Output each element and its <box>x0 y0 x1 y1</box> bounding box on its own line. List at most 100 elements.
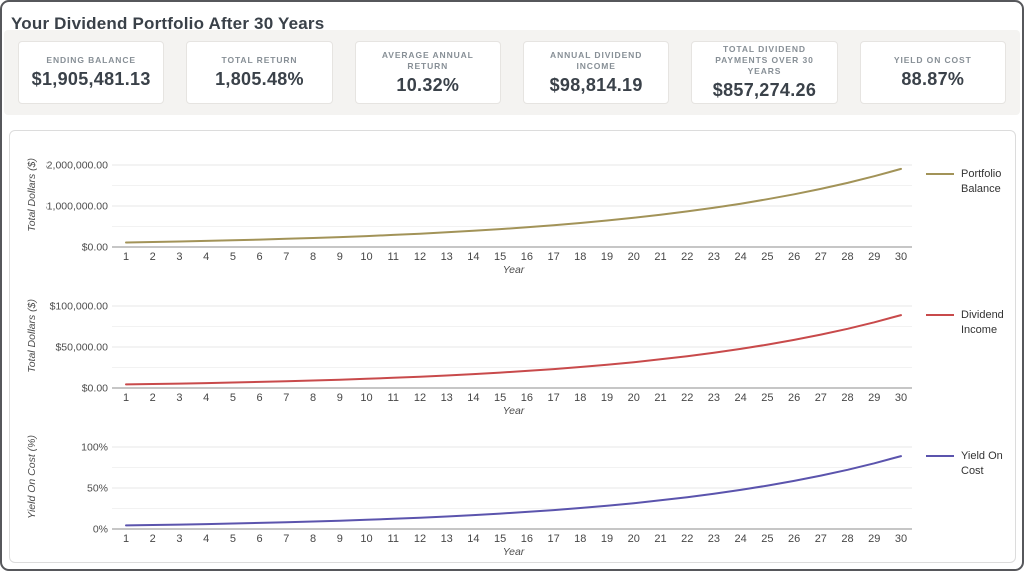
page-title: Your Dividend Portfolio After 30 Years <box>11 14 325 34</box>
svg-text:2: 2 <box>150 251 156 263</box>
svg-text:$2,000,000.00: $2,000,000.00 <box>46 160 108 172</box>
svg-text:11: 11 <box>388 533 399 545</box>
stat-value: $1,905,481.13 <box>31 69 151 89</box>
svg-text:13: 13 <box>441 251 453 263</box>
svg-text:21: 21 <box>654 392 666 404</box>
yield-on-cost-chart: 100%50%0%1 2 3 4 5 6 7 8 9 10 11 12 13 14 15 16 17 18 19 20… <box>81 442 912 558</box>
svg-text:20: 20 <box>628 251 640 263</box>
svg-text:13: 13 <box>441 533 453 545</box>
svg-text:5: 5 <box>230 392 236 404</box>
svg-text:22: 22 <box>681 392 693 404</box>
svg-text:$50,000.00: $50,000.00 <box>55 342 108 354</box>
svg-text:9: 9 <box>337 533 343 545</box>
svg-text:21: 21 <box>654 251 666 263</box>
svg-text:30: 30 <box>895 251 907 263</box>
svg-text:17: 17 <box>547 251 559 263</box>
svg-text:14: 14 <box>467 392 479 404</box>
svg-text:17: 17 <box>547 533 559 545</box>
svg-text:10: 10 <box>360 251 372 263</box>
legend-line-swatch <box>926 314 954 316</box>
legend-dividend-income[interactable]: Dividend Income <box>926 282 1014 418</box>
legend-line-swatch <box>926 173 954 175</box>
svg-text:22: 22 <box>681 533 693 545</box>
stat-label: TOTAL DIVIDEND PAYMENTS OVER 30 YEARS <box>715 44 814 76</box>
svg-text:17: 17 <box>547 392 559 404</box>
y-axis-title: Yield On Cost (%) <box>26 435 38 519</box>
svg-text:25: 25 <box>761 251 773 263</box>
svg-text:Year: Year <box>503 264 525 276</box>
svg-text:3: 3 <box>176 533 182 545</box>
stat-label: AVERAGE ANNUAL RETURN <box>381 49 474 71</box>
y-axis-title: Total Dollars ($) <box>26 299 38 373</box>
svg-text:18: 18 <box>574 533 586 545</box>
svg-text:19: 19 <box>601 392 613 404</box>
svg-text:5: 5 <box>230 251 236 263</box>
svg-text:7: 7 <box>283 392 289 404</box>
stat-value: 1,805.48% <box>215 69 304 89</box>
svg-text:2: 2 <box>150 533 156 545</box>
svg-text:15: 15 <box>494 251 506 263</box>
svg-text:1: 1 <box>123 392 129 404</box>
svg-text:9: 9 <box>337 392 343 404</box>
svg-text:0%: 0% <box>93 524 108 536</box>
svg-text:12: 12 <box>414 251 426 263</box>
svg-text:29: 29 <box>868 533 880 545</box>
svg-text:4: 4 <box>203 251 209 263</box>
legend-label: Yield On Cost <box>961 450 1003 477</box>
stat-card-annual-dividend-income: ANNUAL DIVIDEND INCOME $98,814.19 <box>522 41 670 104</box>
svg-text:6: 6 <box>257 251 263 263</box>
svg-text:2: 2 <box>150 392 156 404</box>
svg-text:29: 29 <box>868 251 880 263</box>
svg-text:27: 27 <box>815 392 827 404</box>
svg-text:23: 23 <box>708 533 720 545</box>
stat-value: 88.87% <box>901 69 965 89</box>
svg-text:26: 26 <box>788 533 800 545</box>
portfolio-balance-chart: $2,000,000.00$1,000,000.00$0.001 2 3 4 5 6 7 8 9… <box>46 160 912 276</box>
svg-text:4: 4 <box>203 533 209 545</box>
svg-text:30: 30 <box>895 392 907 404</box>
legend-label: Portfolio Balance <box>961 168 1002 195</box>
svg-text:16: 16 <box>521 392 533 404</box>
svg-text:26: 26 <box>788 392 800 404</box>
svg-text:28: 28 <box>841 533 853 545</box>
svg-text:19: 19 <box>601 533 613 545</box>
svg-text:18: 18 <box>574 251 586 263</box>
svg-text:6: 6 <box>257 392 263 404</box>
svg-text:23: 23 <box>708 392 720 404</box>
svg-text:11: 11 <box>388 392 399 404</box>
chart-yield-on-cost: Yield On Cost (%) 100% 50% 0% 1 2 3 4 5 6 7 8 9 10 11… <box>18 423 1015 559</box>
stat-value: 10.32% <box>396 74 460 95</box>
svg-text:12: 12 <box>414 392 426 404</box>
svg-text:1: 1 <box>123 533 129 545</box>
legend-portfolio-balance[interactable]: Portfolio Balance <box>926 141 1014 277</box>
svg-text:25: 25 <box>761 392 773 404</box>
svg-text:Year: Year <box>503 546 525 558</box>
svg-text:26: 26 <box>788 251 800 263</box>
svg-text:10: 10 <box>360 392 372 404</box>
svg-text:$100,000.00: $100,000.00 <box>50 301 109 313</box>
svg-text:7: 7 <box>283 533 289 545</box>
svg-text:16: 16 <box>521 533 533 545</box>
svg-text:14: 14 <box>467 533 479 545</box>
svg-text:20: 20 <box>628 533 640 545</box>
legend-yield-on-cost[interactable]: Yield On Cost <box>926 423 1014 559</box>
svg-text:8: 8 <box>310 533 316 545</box>
svg-text:$1,000,000.00: $1,000,000.00 <box>46 201 108 213</box>
svg-text:8: 8 <box>310 392 316 404</box>
svg-text:10: 10 <box>360 533 372 545</box>
svg-text:1: 1 <box>123 251 129 263</box>
svg-text:100%: 100% <box>81 442 108 454</box>
svg-text:$0.00: $0.00 <box>82 383 108 395</box>
charts-panel: Total Dollars ($) $2,000,000.00 $1,000,00… <box>9 130 1016 563</box>
svg-text:27: 27 <box>815 533 827 545</box>
svg-text:8: 8 <box>310 251 316 263</box>
y-axis-title: Total Dollars ($) <box>26 158 38 232</box>
svg-text:28: 28 <box>841 392 853 404</box>
svg-text:30: 30 <box>895 533 907 545</box>
stat-card-total-return: TOTAL RETURN 1,805.48% <box>186 41 333 104</box>
legend-line-swatch <box>926 455 954 457</box>
svg-text:9: 9 <box>337 251 343 263</box>
svg-text:7: 7 <box>283 251 289 263</box>
stat-card-average-annual-return: AVERAGE ANNUAL RETURN 10.32% <box>354 41 501 104</box>
dividend-income-chart: $100,000.00$50,000.00$0.001 2 3 4 5 6 7 8 9 10 11 1… <box>50 301 912 417</box>
